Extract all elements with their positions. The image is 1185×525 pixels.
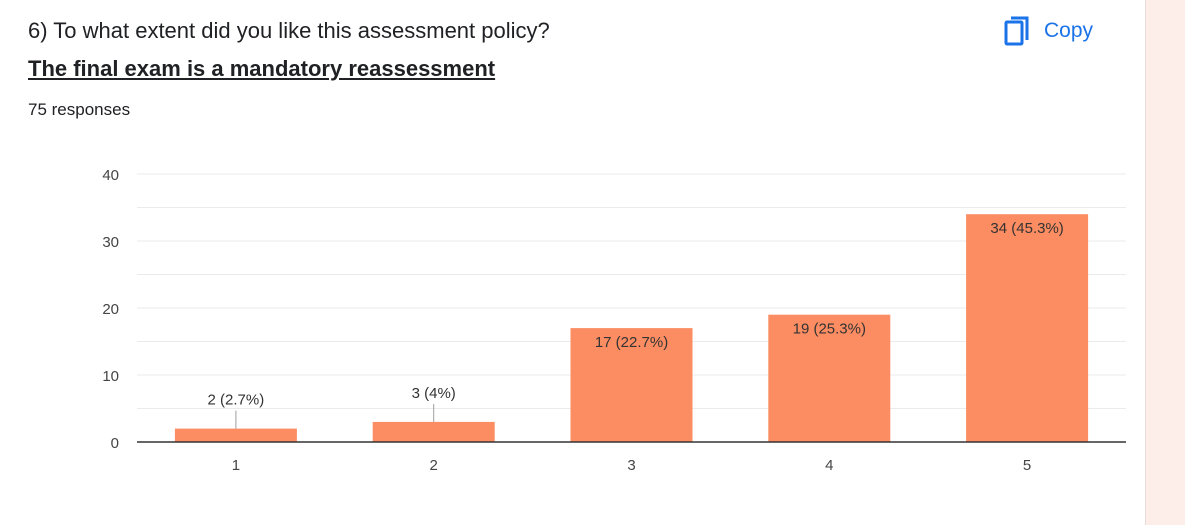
data-label: 3 (4%) xyxy=(412,385,456,402)
copy-button[interactable]: Copy xyxy=(1000,12,1116,50)
x-tick-label: 3 xyxy=(627,457,635,474)
bar xyxy=(966,214,1089,442)
y-tick-label: 20 xyxy=(102,301,119,318)
response-summary-card: 6) To what extent did you like this asse… xyxy=(28,12,1126,474)
bar xyxy=(768,314,891,442)
bar-chart: 0 10 20 30 40 2 (2.7%) 1 3 (4%) 2 17 (22.7%) 3 19 (… xyxy=(102,167,1126,474)
x-tick-label: 2 xyxy=(430,457,438,474)
y-tick-label: 0 xyxy=(111,435,119,452)
data-label: 2 (2.7%) xyxy=(208,392,265,409)
response-count: 75 responses xyxy=(28,100,131,119)
x-tick-label: 4 xyxy=(825,457,833,474)
question-title: 6) To what extent did you like this asse… xyxy=(28,18,550,43)
y-tick-label: 30 xyxy=(102,234,119,251)
y-tick-label: 10 xyxy=(102,368,119,385)
bar xyxy=(570,328,693,442)
question-subtitle: The final exam is a mandatory reassessme… xyxy=(28,56,496,81)
x-tick-label: 1 xyxy=(232,457,240,474)
copy-icon xyxy=(1004,16,1030,46)
y-tick-label: 40 xyxy=(102,167,119,184)
bar xyxy=(372,421,495,442)
bar xyxy=(174,428,297,442)
side-panel-strip xyxy=(1145,0,1185,525)
data-label: 19 (25.3%) xyxy=(793,321,866,338)
copy-label: Copy xyxy=(1044,19,1094,42)
data-label: 17 (22.7%) xyxy=(595,334,668,351)
data-label: 34 (45.3%) xyxy=(990,220,1063,237)
x-tick-label: 5 xyxy=(1023,457,1031,474)
